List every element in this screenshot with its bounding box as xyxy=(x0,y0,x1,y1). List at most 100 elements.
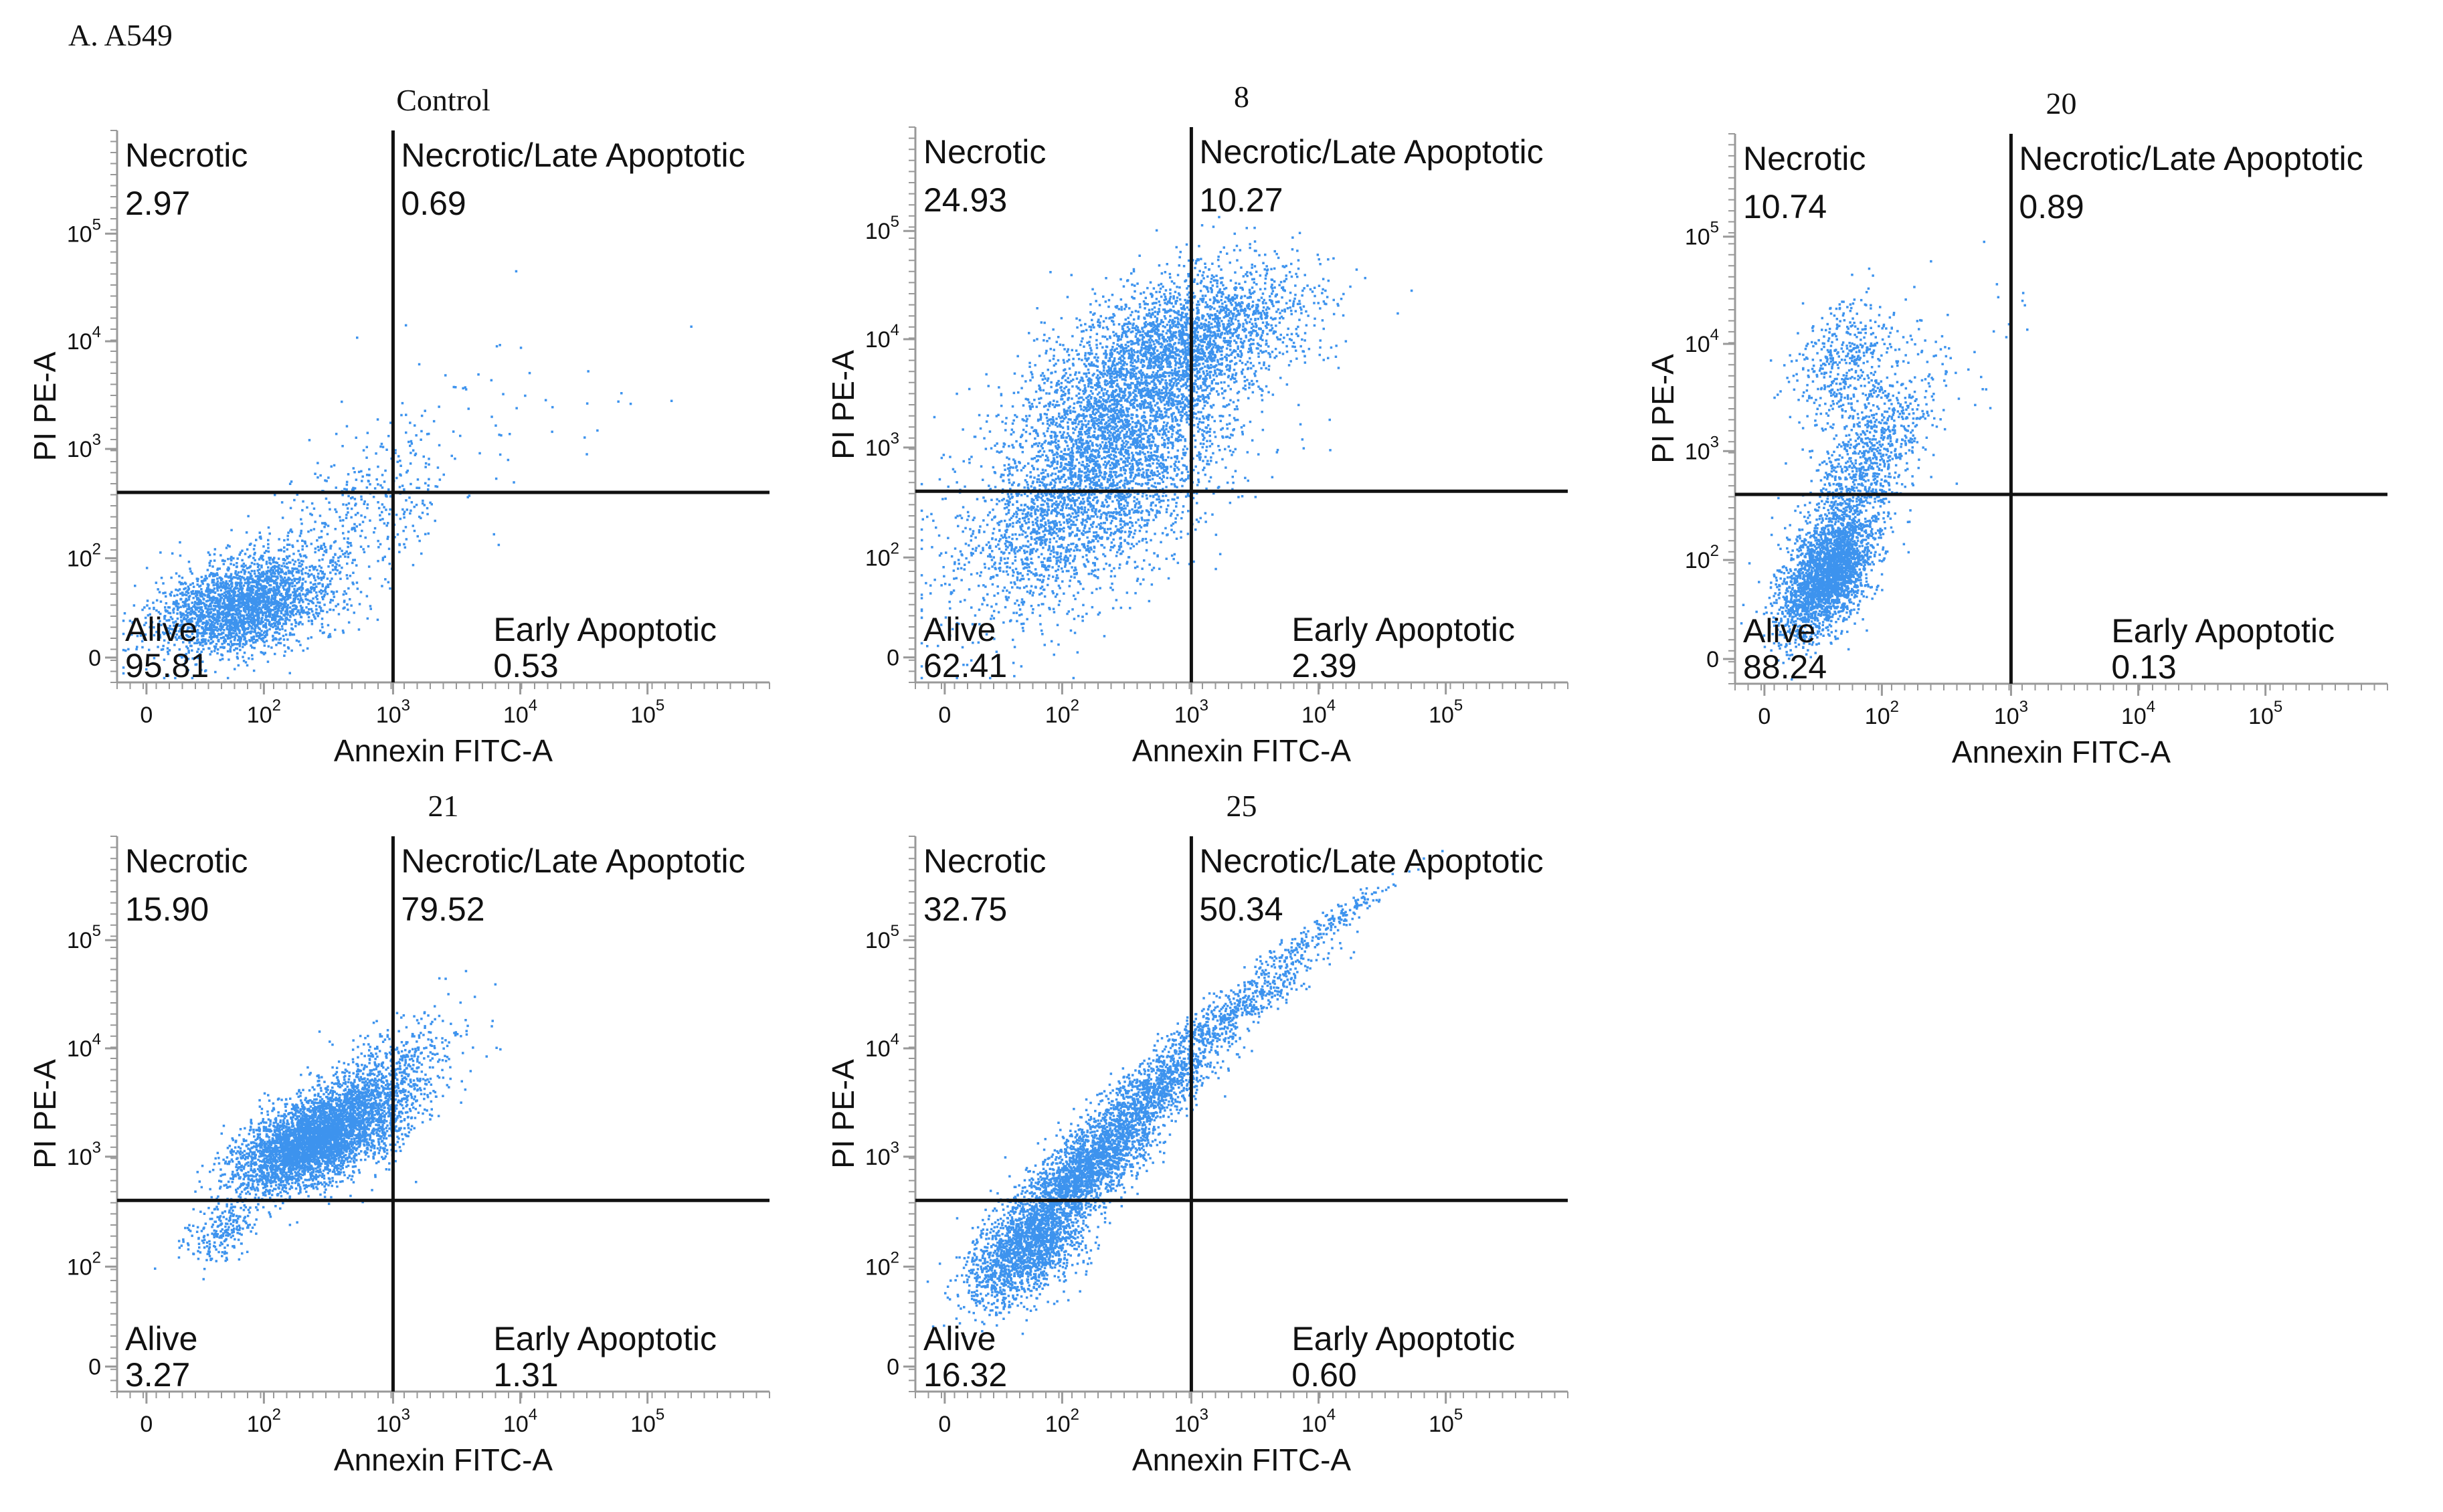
y-axis-title: PI PE-A xyxy=(27,351,62,461)
y-tick-label: 103 xyxy=(67,431,101,462)
x-axis-title: Annexin FITC-A xyxy=(1952,735,2171,769)
quadrant-percent: 16.32 xyxy=(923,1356,1007,1394)
quadrant-name: Early Apoptotic xyxy=(493,1320,717,1357)
x-tick-label: 102 xyxy=(1865,698,1899,729)
minor-ticks xyxy=(1728,133,2388,690)
quadrant-percent: 1.31 xyxy=(493,1356,558,1394)
quadrant-name: Early Apoptotic xyxy=(493,611,717,648)
y-tick-label: 105 xyxy=(865,213,899,244)
x-tick-label: 0 xyxy=(1758,704,1771,729)
quadrant-name: Early Apoptotic xyxy=(2111,612,2335,650)
event-dots xyxy=(920,215,1413,680)
y-tick-label: 102 xyxy=(67,540,101,571)
x-tick-label: 102 xyxy=(247,696,281,728)
y-tick-label: 0 xyxy=(88,1355,101,1380)
quadrant-percent: 3.27 xyxy=(125,1356,190,1394)
panel-title: 20 xyxy=(2046,86,2077,120)
quadrant-name: Necrotic xyxy=(1743,140,1866,177)
minor-ticks xyxy=(909,836,1568,1398)
panel-title: 8 xyxy=(1234,80,1249,114)
panel-title: 25 xyxy=(1227,789,1257,823)
y-tick-label: 0 xyxy=(887,1355,899,1380)
figure-label: A. A549 xyxy=(68,18,173,52)
y-axis-title: PI PE-A xyxy=(826,350,861,460)
y-tick-label: 104 xyxy=(865,321,899,353)
x-tick-label: 105 xyxy=(630,696,664,728)
y-tick-label: 105 xyxy=(865,922,899,953)
y-tick-label: 103 xyxy=(1685,433,1719,464)
x-tick-label: 0 xyxy=(938,1412,951,1437)
x-tick-label: 102 xyxy=(247,1406,281,1437)
quadrant-percent: 0.69 xyxy=(401,185,466,222)
quadrant-name: Early Apoptotic xyxy=(1291,1320,1515,1357)
y-tick-label: 103 xyxy=(865,1139,899,1170)
quadrant-name: Alive xyxy=(125,1320,197,1357)
quadrant-percent: 32.75 xyxy=(923,890,1007,928)
minor-ticks xyxy=(110,130,770,689)
event-dots xyxy=(122,270,693,680)
x-tick-label: 104 xyxy=(1301,1406,1336,1437)
y-axis-title: PI PE-A xyxy=(826,1059,861,1169)
panel-title: 21 xyxy=(428,789,459,823)
x-tick-label: 0 xyxy=(140,702,153,728)
quadrant-name: Necrotic xyxy=(125,136,248,174)
y-tick-label: 102 xyxy=(865,1248,899,1280)
x-axis-title: Annexin FITC-A xyxy=(1132,733,1352,768)
x-tick-label: 103 xyxy=(376,696,410,728)
y-tick-label: 102 xyxy=(1685,542,1719,573)
quadrant-name: Necrotic/Late Apoptotic xyxy=(401,842,745,880)
quadrant-percent: 79.52 xyxy=(401,890,484,928)
x-tick-label: 104 xyxy=(503,1406,537,1437)
quadrant-percent: 0.89 xyxy=(2019,188,2084,225)
quadrant-name: Necrotic xyxy=(923,133,1046,171)
minor-ticks xyxy=(110,836,770,1398)
x-axis-title: Annexin FITC-A xyxy=(334,1442,553,1477)
x-tick-label: 105 xyxy=(630,1406,664,1437)
y-tick-label: 0 xyxy=(1706,647,1719,672)
x-axis-title: Annexin FITC-A xyxy=(334,733,553,768)
x-tick-label: 103 xyxy=(1994,698,2028,729)
x-tick-label: 104 xyxy=(2121,698,2155,729)
quadrant-name: Necrotic xyxy=(125,842,248,880)
quadrant-percent: 0.60 xyxy=(1291,1356,1356,1394)
quadrant-percent: 0.13 xyxy=(2111,648,2176,686)
quadrant-percent: 10.27 xyxy=(1199,181,1283,219)
y-axis-title: PI PE-A xyxy=(27,1059,62,1169)
quadrant-percent: 50.34 xyxy=(1199,890,1283,928)
quadrant-name: Alive xyxy=(923,1320,996,1357)
event-dots xyxy=(1740,240,2029,681)
quadrant-name: Necrotic/Late Apoptotic xyxy=(1199,842,1543,880)
quadrant-name: Necrotic xyxy=(923,842,1046,880)
quadrant-percent: 0.53 xyxy=(493,647,558,684)
scatter-panel-4: 21 0 0 102 102 103 103 104 104 105 105 Annexin FITC… xyxy=(27,789,770,1477)
x-tick-label: 103 xyxy=(1174,696,1208,728)
quadrant-name: Alive xyxy=(125,611,197,648)
y-tick-label: 0 xyxy=(887,646,899,671)
quadrant-percent: 62.41 xyxy=(923,647,1007,684)
x-tick-label: 103 xyxy=(376,1406,410,1437)
y-tick-label: 104 xyxy=(865,1030,899,1062)
x-tick-label: 104 xyxy=(503,696,537,728)
quadrant-percent: 10.74 xyxy=(1743,188,1827,225)
y-tick-label: 102 xyxy=(67,1248,101,1280)
scatter-panel-1: Control 0 0 102 102 103 103 104 104 105 105 Annexin… xyxy=(27,83,770,768)
y-tick-label: 104 xyxy=(1685,326,1719,357)
scatter-panel-3: 20 0 0 102 102 103 103 104 104 105 105 Annexin FITC… xyxy=(1645,86,2388,769)
y-tick-label: 103 xyxy=(865,430,899,461)
y-axis-title: PI PE-A xyxy=(1645,354,1680,464)
y-tick-label: 105 xyxy=(1685,219,1719,250)
y-tick-label: 105 xyxy=(67,922,101,953)
scatter-panel-2: 8 0 0 102 102 103 103 104 104 105 105 Annexin FITC-… xyxy=(826,80,1568,768)
quadrant-percent: 2.39 xyxy=(1291,647,1356,684)
x-tick-label: 103 xyxy=(1174,1406,1208,1437)
event-dots xyxy=(154,969,502,1281)
y-tick-label: 104 xyxy=(67,1030,101,1062)
quadrant-name: Alive xyxy=(923,611,996,648)
quadrant-name: Alive xyxy=(1743,612,1815,650)
quadrant-percent: 88.24 xyxy=(1743,648,1827,686)
quadrant-name: Early Apoptotic xyxy=(1291,611,1515,648)
x-tick-label: 0 xyxy=(140,1412,153,1437)
minor-ticks xyxy=(909,126,1568,689)
panel-title: Control xyxy=(396,83,490,117)
